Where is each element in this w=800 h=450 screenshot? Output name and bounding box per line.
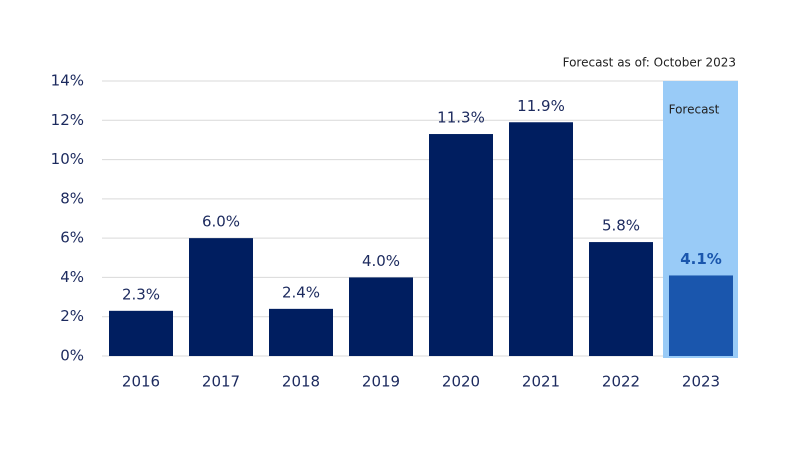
x-tick-label: 2016 [122,373,160,391]
y-tick-label: 10% [51,150,84,168]
y-tick-label: 0% [60,347,84,365]
bar [189,238,253,356]
bar [589,242,653,356]
bar [109,310,173,356]
x-tick-label: 2017 [202,373,240,391]
value-label: 4.1% [680,250,722,268]
value-label: 2.4% [282,283,320,301]
x-tick-label: 2023 [682,373,720,391]
x-tick-label: 2020 [442,373,480,391]
bar [669,275,733,356]
bar [429,134,493,356]
y-tick-label: 2% [60,307,84,325]
bar [269,308,333,356]
value-label: 5.8% [602,217,640,235]
y-tick-label: 4% [60,268,84,286]
value-label: 11.3% [437,109,485,127]
bar [349,277,413,356]
x-tick-label: 2019 [362,373,400,391]
y-tick-label: 6% [60,229,84,247]
y-tick-label: 12% [51,111,84,129]
x-tick-label: 2018 [282,373,320,391]
bar [509,122,573,356]
value-label: 6.0% [202,213,240,231]
y-tick-label: 8% [60,189,84,207]
forecast-note: Forecast as of: October 2023 [563,56,736,70]
value-label: 4.0% [362,252,400,270]
x-tick-label: 2021 [522,373,560,391]
x-tick-label: 2022 [602,373,640,391]
value-label: 2.3% [122,285,160,303]
forecast-label: Forecast [669,103,720,117]
value-label: 11.9% [517,97,565,115]
y-tick-label: 14% [51,72,84,90]
